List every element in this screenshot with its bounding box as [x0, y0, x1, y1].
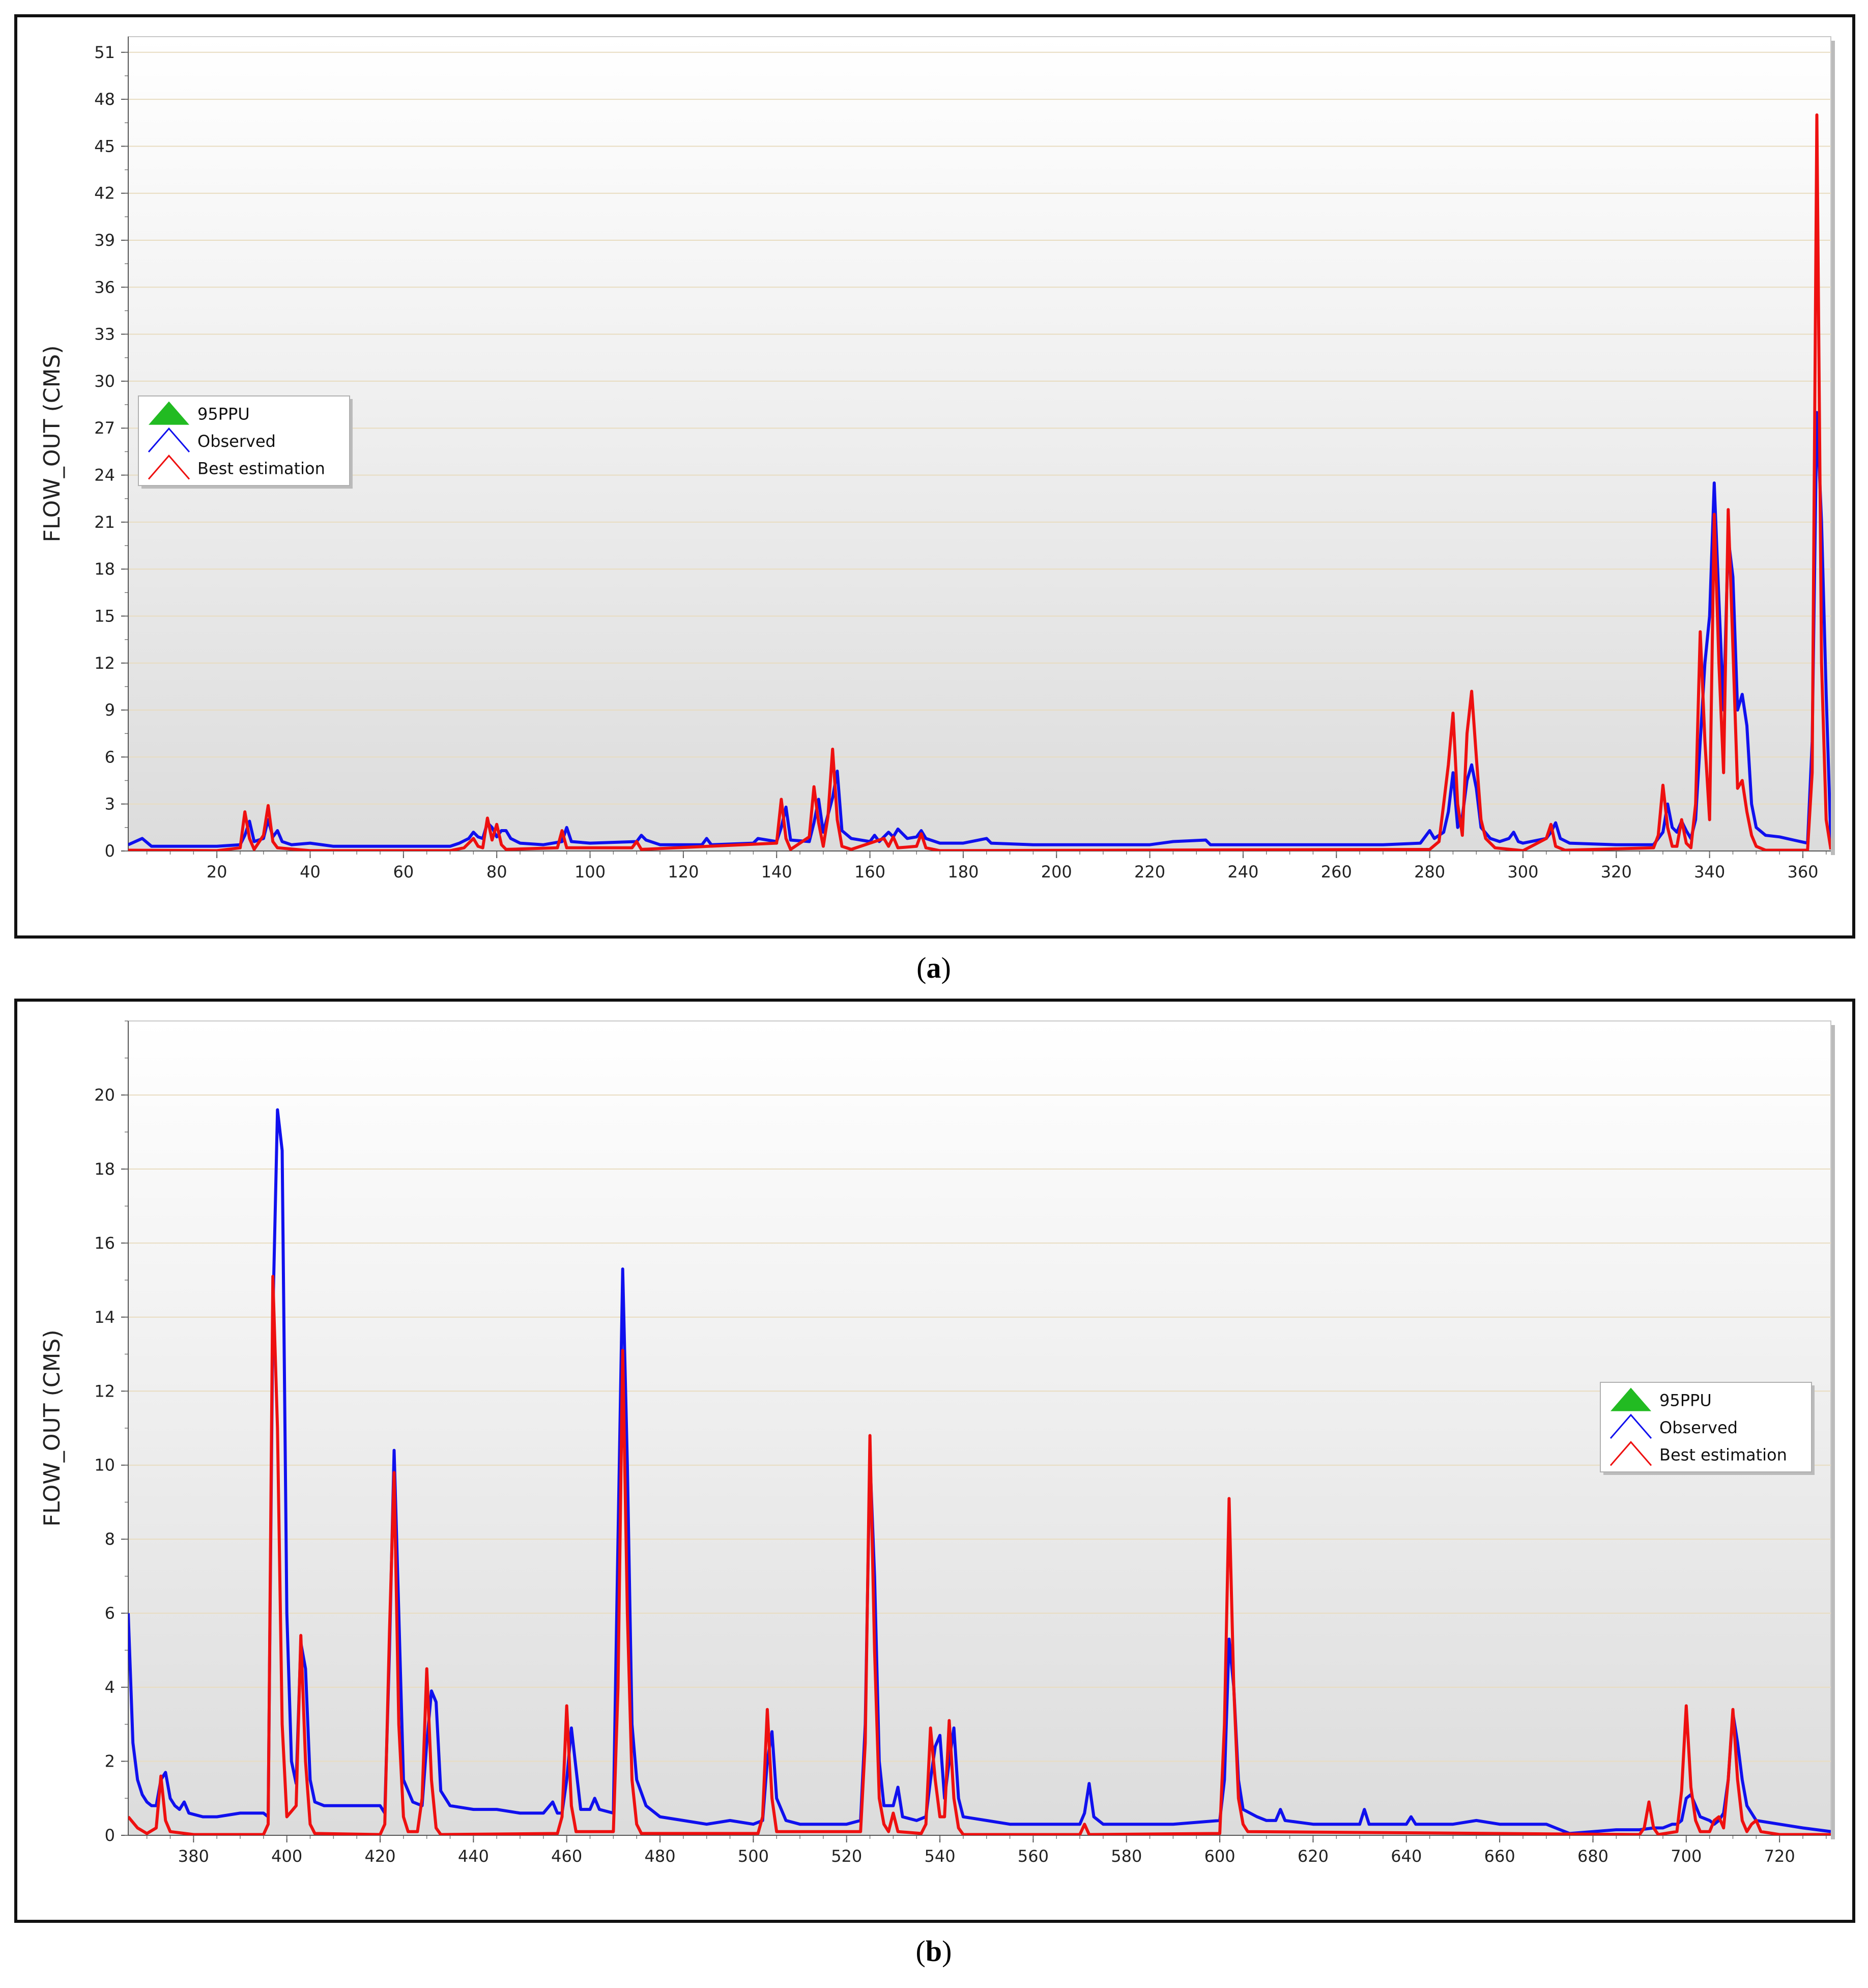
chart-b-frame — [14, 999, 1855, 1923]
chart-a-frame — [14, 14, 1855, 939]
caption-a: (a) — [916, 951, 951, 984]
caption-b: (b) — [915, 1935, 952, 1968]
